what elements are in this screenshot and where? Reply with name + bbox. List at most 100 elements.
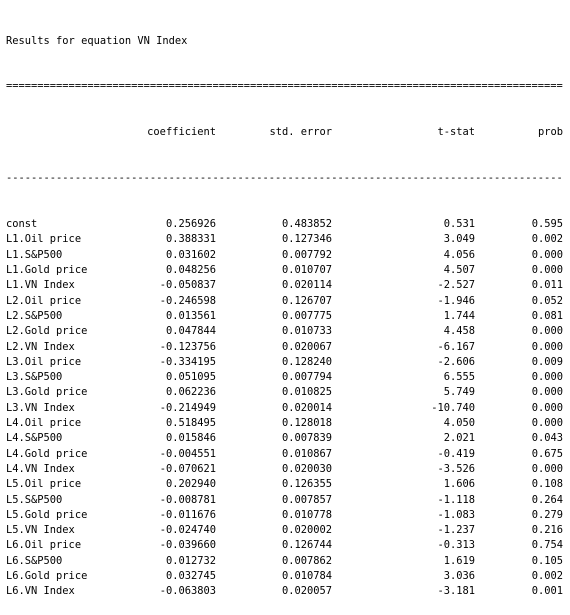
variable-name: L1.Gold price [6, 264, 88, 277]
t-stat-value: -3.526 [437, 462, 475, 475]
table-row: L3.VN Index -0.214949 0.020014 -10.740 0.000 [6, 401, 563, 416]
t-stat-value: -1.946 [437, 294, 475, 307]
t-stat-value: -3.181 [437, 585, 475, 598]
variable-name: L4.Gold price [6, 447, 88, 460]
std-error-value: 0.126707 [281, 294, 332, 307]
t-stat-value: 4.050 [443, 417, 475, 430]
std-error-value: 0.010707 [281, 264, 332, 277]
coefficient-value: -0.246598 [159, 294, 216, 307]
t-stat-value: -2.606 [437, 355, 475, 368]
table-row: L4.VN Index -0.070621 0.020030 -3.526 0.000 [6, 462, 563, 477]
t-stat-value: -10.740 [431, 401, 475, 414]
coefficient-value: 0.518495 [165, 417, 216, 430]
table-row: L5.S&P500 -0.008781 0.007857 -1.118 0.264 [6, 493, 563, 508]
header-row: coefficient std. error t-stat prob [6, 125, 563, 140]
results-table-body: const 0.256926 0.483852 0.531 0.595 L1.Oil pr… [6, 217, 563, 599]
coefficient-value: -0.004551 [159, 447, 216, 460]
prob-value: 0.108 [531, 478, 563, 491]
coefficient-value: 0.047844 [165, 325, 216, 338]
t-stat-value: -1.118 [437, 493, 475, 506]
header-t-stat: t-stat [437, 126, 475, 139]
header-variable [6, 125, 126, 140]
prob-value: 0.011 [531, 279, 563, 292]
variable-name: L1.VN Index [6, 279, 75, 292]
variable-name: L5.VN Index [6, 524, 75, 537]
t-stat-value: 1.606 [443, 478, 475, 491]
table-row: L4.Gold price -0.004551 0.010867 -0.419 0.67… [6, 447, 563, 462]
t-stat-value: 1.619 [443, 554, 475, 567]
variable-name: L4.Oil price [6, 417, 82, 430]
coefficient-value: -0.070621 [159, 462, 216, 475]
coefficient-value: 0.062236 [165, 386, 216, 399]
prob-value: 0.000 [531, 248, 563, 261]
prob-value: 0.002 [531, 233, 563, 246]
variable-name: L2.Oil price [6, 294, 82, 307]
coefficient-value: -0.123756 [159, 340, 216, 353]
table-row: L6.Oil price -0.039660 0.126744 -0.313 0.754 [6, 538, 563, 553]
variable-name: L5.Gold price [6, 508, 88, 521]
coefficient-value: 0.013561 [165, 309, 216, 322]
t-stat-value: 3.049 [443, 233, 475, 246]
single-rule: ----------------------------------------… [6, 172, 563, 185]
std-error-value: 0.007794 [281, 371, 332, 384]
t-stat-value: 5.749 [443, 386, 475, 399]
coefficient-value: -0.214949 [159, 401, 216, 414]
coefficient-value: 0.256926 [165, 218, 216, 231]
table-row: L3.Oil price -0.334195 0.128240 -2.606 0.009 [6, 355, 563, 370]
prob-value: 0.052 [531, 294, 563, 307]
variable-name: L5.Oil price [6, 478, 82, 491]
prob-value: 0.000 [531, 401, 563, 414]
coefficient-value: 0.031602 [165, 248, 216, 261]
variable-name: L3.Gold price [6, 386, 88, 399]
header-coefficient: coefficient [147, 126, 216, 139]
std-error-value: 0.010784 [281, 569, 332, 582]
std-error-value: 0.128240 [281, 355, 332, 368]
coefficient-value: 0.051095 [165, 371, 216, 384]
t-stat-value: 3.036 [443, 569, 475, 582]
prob-value: 0.000 [531, 386, 563, 399]
table-row: L2.Oil price -0.246598 0.126707 -1.946 0.052 [6, 294, 563, 309]
std-error-value: 0.483852 [281, 218, 332, 231]
regression-output: Results for equation VN Index ==========… [6, 3, 563, 615]
variable-name: L1.S&P500 [6, 248, 63, 261]
variable-name: L3.VN Index [6, 401, 75, 414]
prob-value: 0.675 [531, 447, 563, 460]
table-row: const 0.256926 0.483852 0.531 0.595 [6, 217, 563, 232]
std-error-value: 0.007862 [281, 554, 332, 567]
t-stat-value: 2.021 [443, 432, 475, 445]
double-rule: ========================================… [6, 80, 563, 93]
t-stat-value: -6.167 [437, 340, 475, 353]
coefficient-value: -0.008781 [159, 493, 216, 506]
std-error-value: 0.128018 [281, 417, 332, 430]
table-row: L1.Gold price 0.048256 0.010707 4.507 0.000 [6, 263, 563, 278]
table-row: L3.S&P500 0.051095 0.007794 6.555 0.000 [6, 370, 563, 385]
std-error-value: 0.007775 [281, 309, 332, 322]
std-error-value: 0.020030 [281, 462, 332, 475]
variable-name: L5.S&P500 [6, 493, 63, 506]
t-stat-value: -1.237 [437, 524, 475, 537]
coefficient-value: -0.050837 [159, 279, 216, 292]
t-stat-value: 0.531 [443, 218, 475, 231]
t-stat-value: -2.527 [437, 279, 475, 292]
variable-name: L6.Oil price [6, 539, 82, 552]
coefficient-value: 0.015846 [165, 432, 216, 445]
table-row: L1.S&P500 0.031602 0.007792 4.056 0.000 [6, 248, 563, 263]
table-row: L1.VN Index -0.050837 0.020114 -2.527 0.011 [6, 278, 563, 293]
coefficient-value: 0.032745 [165, 569, 216, 582]
std-error-value: 0.020014 [281, 401, 332, 414]
header-std-error: std. error [269, 126, 332, 139]
coefficient-value: -0.024740 [159, 524, 216, 537]
std-error-value: 0.126355 [281, 478, 332, 491]
prob-value: 0.279 [531, 508, 563, 521]
prob-value: 0.105 [531, 554, 563, 567]
table-row: L5.VN Index -0.024740 0.020002 -1.237 0.216 [6, 523, 563, 538]
t-stat-value: -0.313 [437, 539, 475, 552]
variable-name: L6.Gold price [6, 569, 88, 582]
std-error-value: 0.127346 [281, 233, 332, 246]
prob-value: 0.081 [531, 309, 563, 322]
prob-value: 0.264 [531, 493, 563, 506]
prob-value: 0.000 [531, 462, 563, 475]
std-error-value: 0.020002 [281, 524, 332, 537]
table-row: L5.Gold price -0.011676 0.010778 -1.083 0.27… [6, 508, 563, 523]
table-row: L6.VN Index -0.063803 0.020057 -3.181 0.001 [6, 584, 563, 599]
